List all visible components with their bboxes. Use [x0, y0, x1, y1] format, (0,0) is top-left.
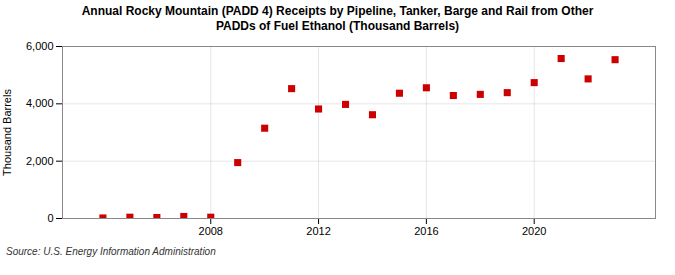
html-text:Source: U.S. Energy Informatio: Source: U.S. Energy Information Administ… — [6, 246, 216, 257]
svg-text:2008: 2008 — [199, 225, 223, 237]
svg-text:2,000: 2,000 — [26, 155, 54, 167]
svg-text:Thousand Barrels: Thousand Barrels — [1, 89, 13, 176]
svg-text:4,000: 4,000 — [26, 97, 54, 109]
svg-text:2012: 2012 — [306, 225, 330, 237]
svg-text:0: 0 — [47, 212, 53, 224]
html-text:Annual Rocky Mountain (PADD 4): Annual Rocky Mountain (PADD 4) Receipts … — [81, 4, 594, 33]
svg-text:2020: 2020 — [522, 225, 546, 237]
svg-text:6,000: 6,000 — [26, 40, 54, 52]
svg-text:2016: 2016 — [414, 225, 438, 237]
